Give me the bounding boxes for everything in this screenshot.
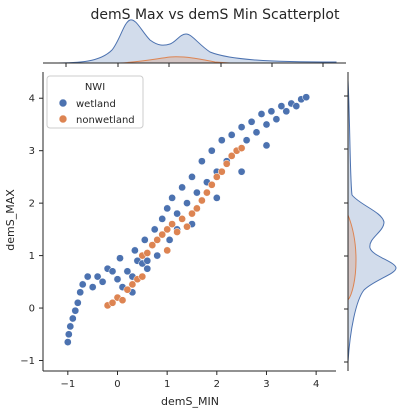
point-wetland-61 [263,142,270,149]
point-wetland-8 [84,273,91,280]
point-nonwetland-15 [169,221,176,228]
point-wetland-4 [72,307,79,314]
point-wetland-0 [64,339,71,346]
point-wetland-45 [243,137,250,144]
point-wetland-48 [258,110,265,117]
legend-label-wetland: wetland [76,99,116,110]
point-wetland-14 [114,276,121,283]
point-wetland-46 [248,118,255,125]
legend-marker-wetland [59,99,67,107]
x-tick-label-5: 4 [313,379,319,390]
point-wetland-36 [198,158,205,165]
point-nonwetland-21 [198,197,205,204]
point-wetland-15 [116,255,123,262]
legend: NWI wetland nonwetland [47,76,143,128]
point-wetland-34 [188,173,195,180]
point-wetland-27 [159,215,166,222]
x-tick-label-4: 3 [263,379,269,390]
point-wetland-55 [293,103,300,110]
y-tick-label-1: 0 [29,304,35,315]
point-wetland-59 [213,194,220,201]
point-nonwetland-20 [193,205,200,212]
point-wetland-9 [89,284,96,291]
point-nonwetland-16 [174,228,181,235]
point-wetland-11 [99,278,106,285]
point-wetland-57 [303,94,310,101]
legend-marker-nonwetland [59,115,67,123]
point-wetland-6 [77,289,84,296]
top-marginal-panel [43,20,346,67]
y-tick-label-3: 2 [29,199,35,210]
point-nonwetland-9 [144,249,151,256]
point-wetland-60 [238,168,245,175]
point-wetland-53 [283,108,290,115]
point-nonwetland-3 [119,297,126,304]
point-nonwetland-23 [208,181,215,188]
point-wetland-49 [263,121,270,128]
point-wetland-28 [164,205,171,212]
x-axis-label: demS_MIN [161,395,219,408]
point-wetland-26 [154,252,161,259]
point-nonwetland-26 [223,160,230,167]
point-nonwetland-22 [203,189,210,196]
point-wetland-38 [208,147,215,154]
right-density-wetland [348,80,396,362]
y-tick-label-0: −1 [20,356,35,367]
point-wetland-5 [74,299,81,306]
point-nonwetland-14 [164,247,171,254]
point-nonwetland-29 [238,145,245,152]
point-wetland-25 [151,226,158,233]
right-marginal-ticks [344,96,348,362]
y-axis-label: demS_MAX [4,189,17,251]
top-density-wetland [52,20,336,63]
point-wetland-35 [193,189,200,196]
point-wetland-13 [109,268,116,275]
point-wetland-40 [218,137,225,144]
point-wetland-32 [179,184,186,191]
y-tick-label-2: 1 [29,251,35,262]
point-wetland-30 [169,194,176,201]
y-tick-label-4: 3 [29,146,35,157]
point-nonwetland-18 [183,223,190,230]
point-wetland-23 [144,265,151,272]
chart-title: demS Max vs demS Min Scatterplot [90,7,340,23]
point-wetland-19 [131,247,138,254]
point-wetland-47 [253,129,260,136]
point-nonwetland-25 [218,168,225,175]
point-nonwetland-17 [179,215,186,222]
point-wetland-50 [268,108,275,115]
y-tick-label-5: 4 [29,94,35,105]
point-nonwetland-7 [139,273,146,280]
point-wetland-51 [273,116,280,123]
point-wetland-44 [238,124,245,131]
x-tick-label-1: 0 [114,379,120,390]
point-wetland-29 [166,236,173,243]
point-wetland-22 [141,236,148,243]
x-tick-label-3: 2 [214,379,220,390]
point-wetland-2 [67,323,74,330]
x-tick-label-0: −1 [60,379,75,390]
point-wetland-42 [228,131,235,138]
legend-label-nonwetland: nonwetland [76,115,135,126]
point-wetland-3 [69,315,76,322]
right-marginal-panel [344,72,396,371]
point-wetland-1 [65,331,72,338]
point-wetland-7 [79,281,86,288]
legend-title: NWI [85,82,105,93]
top-marginal-ticks [66,63,323,67]
scatter-points [64,94,310,346]
point-wetland-33 [183,200,190,207]
x-tick-label-2: 1 [164,379,170,390]
